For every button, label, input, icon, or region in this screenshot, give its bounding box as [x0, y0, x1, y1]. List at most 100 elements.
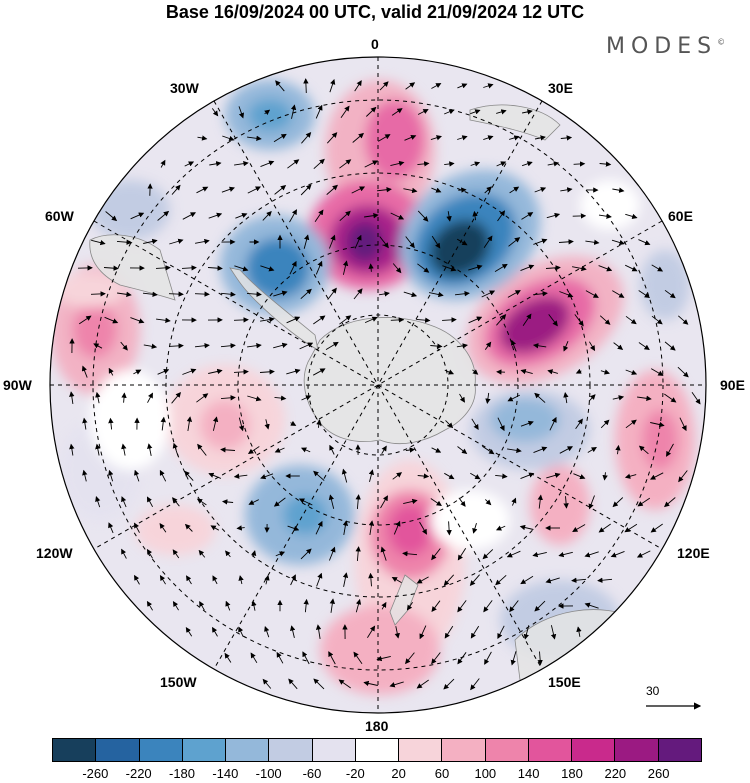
wind-vector-arrow — [456, 238, 468, 246]
wind-vector-arrow — [431, 600, 441, 613]
wind-vector-arrow — [549, 416, 557, 431]
wind-vector-arrow — [393, 520, 401, 535]
wind-vector-arrow — [184, 470, 194, 481]
wind-vector-arrow — [290, 104, 297, 119]
wind-vector-arrow — [168, 291, 184, 297]
wind-vector-arrow — [211, 108, 219, 117]
reference-vector-label: 30 — [646, 684, 660, 698]
colorbar-swatch — [312, 739, 356, 761]
wind-vector-arrow — [625, 419, 637, 429]
wind-vector-arrow — [470, 678, 480, 691]
wind-vector-arrow — [403, 187, 418, 194]
wind-vector-arrow — [325, 341, 339, 350]
lon-label-60w: 60W — [45, 208, 74, 224]
wind-vector-arrow — [354, 80, 362, 92]
wind-vector-arrow — [338, 679, 351, 689]
wind-vector-arrow — [484, 186, 492, 194]
wind-vector-arrow — [470, 109, 481, 115]
wind-vector-arrow — [507, 394, 521, 402]
wind-vector-arrow — [130, 212, 145, 220]
wind-vector-arrow — [313, 158, 325, 170]
wind-vector-arrow — [326, 132, 338, 144]
wind-vector-arrow — [547, 161, 560, 167]
wind-vector-arrow — [650, 421, 665, 428]
wind-vector-arrow — [532, 291, 548, 297]
wind-vector-arrow — [588, 394, 596, 402]
wind-vector-arrow — [251, 600, 257, 611]
wind-vector-arrow — [600, 369, 610, 375]
wind-vector-arrow — [196, 498, 207, 506]
wind-vector-arrow — [160, 416, 166, 431]
wind-vector-arrow — [300, 548, 312, 560]
wind-vector-arrow — [431, 83, 442, 89]
wind-vector-arrow — [274, 395, 287, 401]
wind-vector-arrow — [364, 160, 379, 168]
wind-vector-arrow — [482, 549, 494, 560]
wind-vector-arrow — [260, 316, 275, 323]
wind-vector-arrow — [355, 598, 362, 613]
wind-vector-arrow — [558, 551, 573, 558]
wind-vector-arrow — [417, 473, 430, 479]
wind-vector-arrow — [260, 160, 275, 168]
wind-vector-arrow — [456, 343, 468, 349]
wind-vector-arrow — [392, 472, 403, 480]
wind-vector-arrow — [419, 625, 427, 640]
wind-vector-arrow — [664, 289, 676, 299]
wind-vector-arrow — [273, 290, 288, 297]
wind-vector-arrow — [471, 418, 479, 430]
wind-vector-arrow — [262, 678, 272, 689]
wind-vector-arrow — [533, 446, 548, 454]
lon-label-90w: 90W — [3, 377, 32, 393]
wind-vector-arrow — [431, 548, 441, 561]
wind-vector-arrow — [534, 135, 546, 141]
wind-vector-arrow — [233, 317, 249, 323]
colorbar-tick-label: 60 — [434, 766, 450, 781]
chart-title: Base 16/09/2024 00 UTC, valid 21/09/2024… — [165, 2, 585, 22]
wind-vector-arrow — [612, 290, 625, 298]
wind-vector-arrow — [483, 235, 493, 249]
wind-vector-arrow — [519, 524, 534, 531]
wind-vector-arrow — [379, 81, 389, 91]
wind-vector-arrow — [584, 602, 599, 609]
wind-vector-arrow — [78, 315, 92, 325]
wind-vector-arrow — [171, 184, 181, 195]
wind-vector-arrow — [184, 523, 193, 532]
wind-vector-arrow — [82, 417, 88, 430]
wind-vector-arrow — [585, 290, 599, 298]
wind-vector-arrow — [417, 161, 430, 167]
wind-vector-arrow — [134, 522, 140, 533]
wind-vector-arrow — [560, 187, 573, 193]
wind-vector-arrow — [624, 473, 637, 479]
wind-vector-arrow — [598, 523, 611, 533]
wind-vector-arrow — [677, 366, 689, 378]
wind-vector-arrow — [638, 445, 649, 455]
wind-vector-arrow — [495, 473, 508, 479]
wind-vector-arrow — [196, 393, 209, 403]
wind-vector-arrow — [560, 135, 573, 141]
wind-vector-arrow — [379, 236, 389, 249]
wind-vector-arrow — [235, 212, 248, 219]
wind-vector-arrow — [575, 418, 583, 430]
wind-vector-arrow — [220, 291, 236, 297]
wind-vector-arrow — [365, 106, 377, 117]
wind-vector-arrow — [146, 548, 153, 559]
wind-vector-arrow — [316, 572, 323, 587]
wind-vector-arrow — [638, 239, 651, 246]
anomaly-field — [50, 80, 695, 695]
wind-vector-arrow — [251, 550, 257, 558]
wind-vector-arrow — [248, 499, 260, 505]
wind-vector-arrow — [589, 341, 596, 352]
wind-vector-arrow — [405, 447, 416, 453]
wind-vector-arrow — [81, 365, 88, 378]
wind-vector-arrow — [597, 577, 613, 583]
wind-vector-arrow — [184, 161, 195, 167]
wind-vector-arrow — [290, 574, 296, 586]
wind-vector-arrow — [134, 574, 140, 585]
wind-vector-arrow — [312, 368, 326, 376]
new-zealand — [389, 574, 419, 626]
wind-vector-arrow — [457, 83, 468, 89]
wind-vector-arrow — [650, 368, 664, 376]
wind-vector-arrow — [430, 135, 442, 141]
wind-vector-arrow — [678, 470, 688, 483]
wind-vector-arrow — [225, 550, 231, 558]
